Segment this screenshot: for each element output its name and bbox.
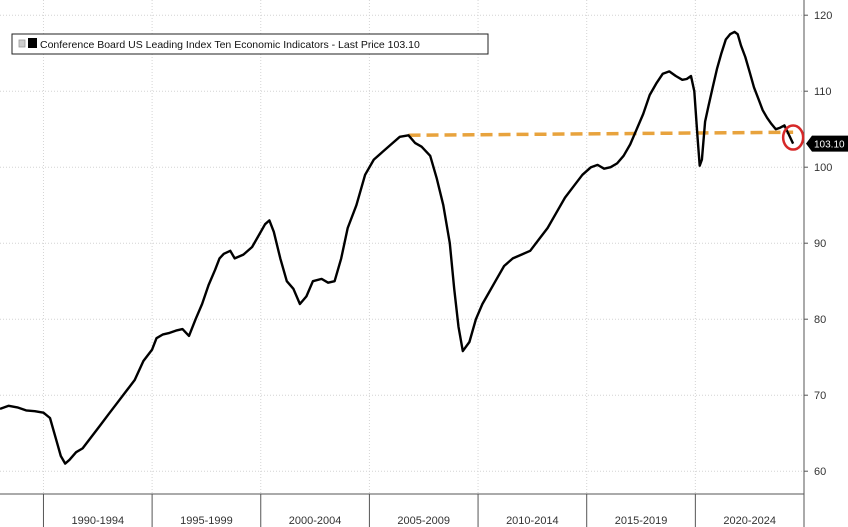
y-tick-label: 120 xyxy=(814,10,832,22)
y-tick-label: 90 xyxy=(814,238,826,250)
legend: Conference Board US Leading Index Ten Ec… xyxy=(11,33,489,55)
x-tick-label: 2000-2004 xyxy=(289,515,342,527)
y-tick-label: 60 xyxy=(814,466,826,478)
x-tick-label: 2010-2014 xyxy=(506,515,559,527)
reference-line xyxy=(408,130,794,138)
y-axis: 60 70 80 90 100 110 120 xyxy=(804,10,832,478)
legend-label: Conference Board US Leading Index Ten Ec… xyxy=(40,39,420,51)
x-tick-label: 1990-1994 xyxy=(71,515,124,527)
legend-expand-icon xyxy=(18,39,26,48)
grid-lines xyxy=(0,0,805,494)
last-price-badge-shape xyxy=(806,135,848,152)
last-price-label: 103.10 xyxy=(814,140,845,151)
y-tick-label: 70 xyxy=(814,390,826,402)
y-tick-label: 110 xyxy=(814,86,832,98)
x-axis: 1990-1994 1995-1999 2000-2004 2005-2009 2010… xyxy=(42,494,776,527)
legend-swatch xyxy=(28,38,37,48)
x-tick-label: 2005-2009 xyxy=(397,515,450,527)
last-price-badge: 103.10 xyxy=(806,135,848,152)
x-tick-label: 1995-1999 xyxy=(180,515,233,527)
y-tick-label: 100 xyxy=(814,162,832,174)
series-line xyxy=(0,30,795,465)
y-tick-label: 80 xyxy=(814,314,826,326)
last-point-highlight xyxy=(781,124,805,151)
x-tick-label: 2020-2024 xyxy=(723,515,776,527)
x-tick-label: 2015-2019 xyxy=(615,515,668,527)
legend-box xyxy=(11,33,489,55)
